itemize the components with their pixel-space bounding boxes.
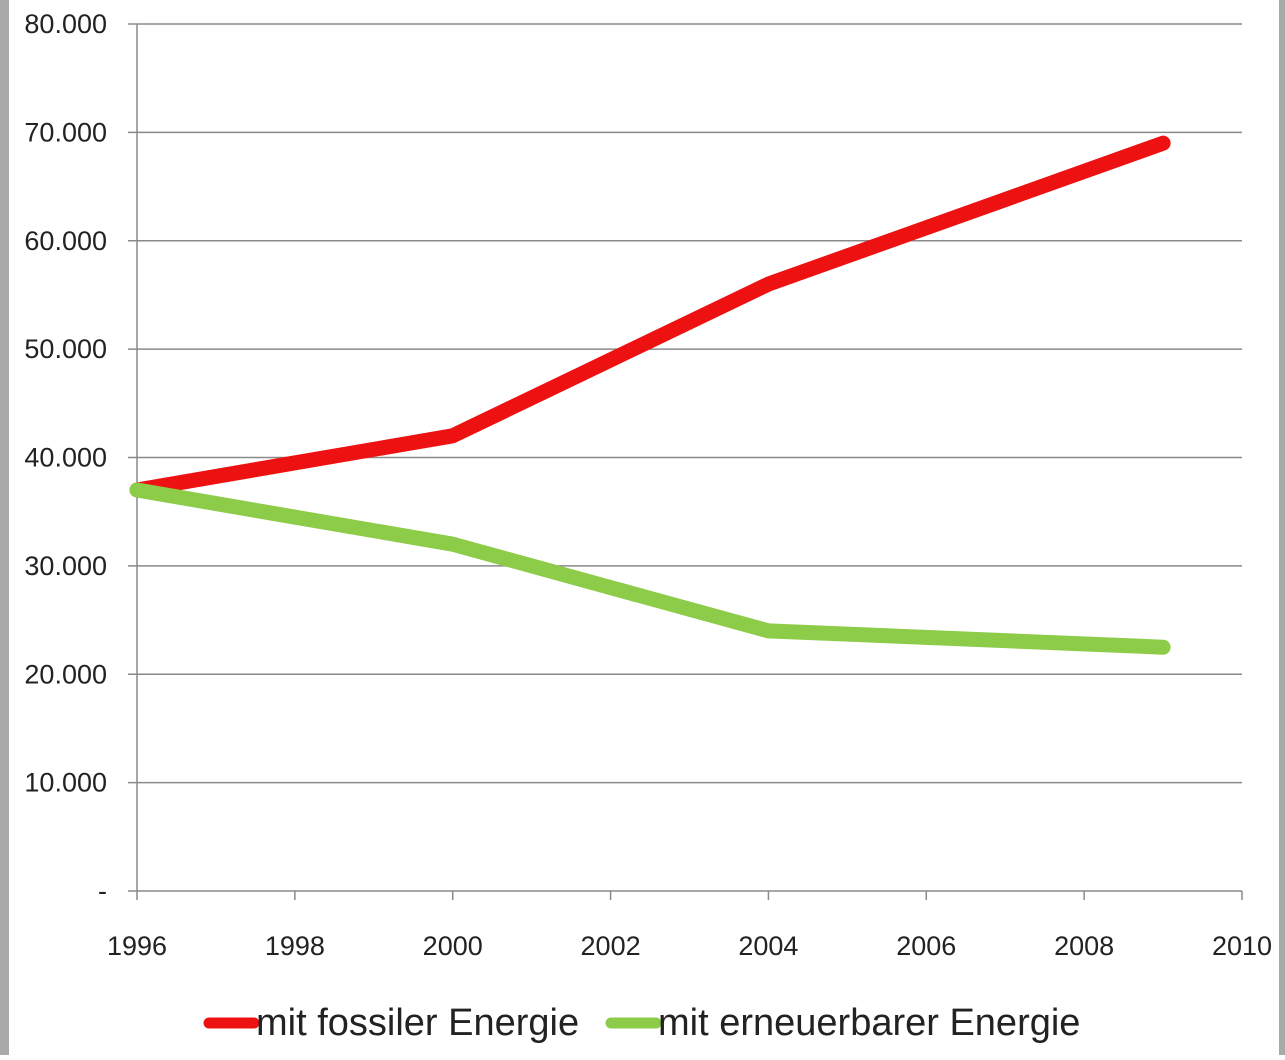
x-tick-label: 1996	[107, 931, 167, 961]
axes	[128, 23, 1243, 900]
y-tick-label: 50.000	[24, 334, 107, 364]
legend: mit fossiler Energie mit erneuerbarer Ene…	[203, 1002, 1080, 1044]
line-chart: - 10.000 20.000 30.000 40.000 50.000 60.000 70.…	[24, 9, 1272, 1044]
x-tick-label: 2002	[581, 931, 641, 961]
series-lines	[129, 135, 1171, 655]
y-tick-label: -	[98, 876, 107, 906]
y-tick-label: 10.000	[24, 768, 107, 798]
y-tick-label: 30.000	[24, 551, 107, 581]
gridlines	[137, 23, 1242, 784]
y-tick-label: 40.000	[24, 443, 107, 473]
y-axis-tick-labels: - 10.000 20.000 30.000 40.000 50.000 60.000 70.…	[24, 9, 107, 906]
x-tick-label: 2000	[423, 931, 483, 961]
x-tick-label: 2010	[1212, 931, 1272, 961]
x-axis-tick-labels: 1996 1998 2000 2002 2004 2006 2008 2010	[107, 931, 1272, 961]
x-tick-label: 1998	[265, 931, 325, 961]
y-tick-label: 20.000	[24, 659, 107, 689]
x-tick-label: 2006	[896, 931, 956, 961]
x-tick-label: 2004	[738, 931, 798, 961]
y-tick-label: 80.000	[24, 9, 107, 39]
y-tick-label: 70.000	[24, 117, 107, 147]
series-line-renewable	[129, 482, 1171, 655]
y-tick-label: 60.000	[24, 226, 107, 256]
legend-label: mit fossiler Energie	[256, 1002, 579, 1044]
x-tick-label: 2008	[1054, 931, 1114, 961]
legend-label: mit erneuerbarer Energie	[658, 1002, 1080, 1044]
series-line-fossil	[129, 135, 1171, 498]
